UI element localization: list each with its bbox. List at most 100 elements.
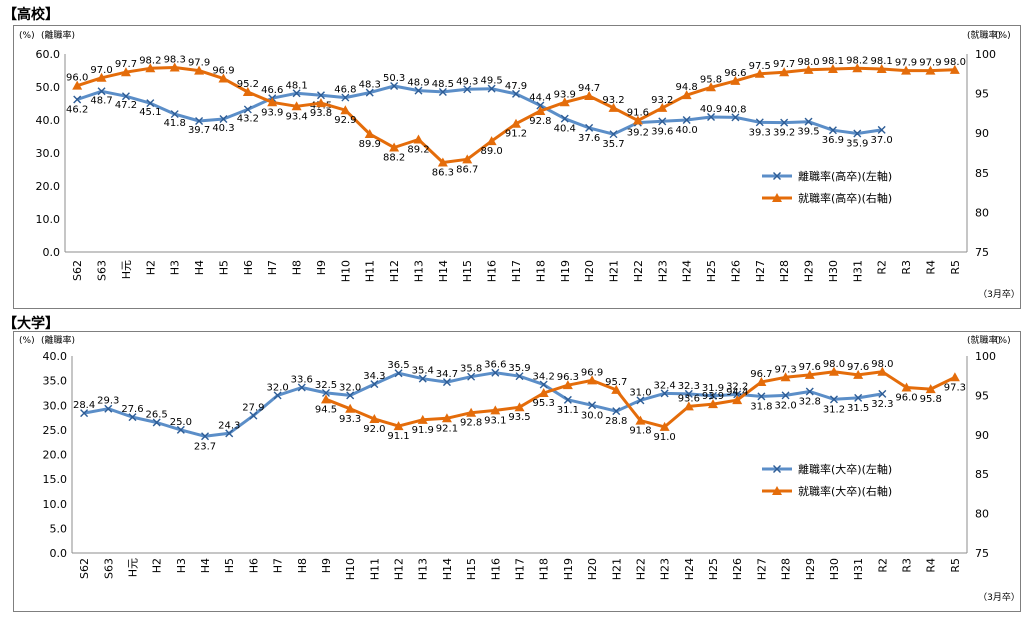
left-axis-tick-label: 60.0 [36, 48, 61, 61]
x-axis-tick-label: H元 [126, 558, 139, 577]
right-axis-tick-label: 80 [975, 206, 989, 219]
legend-marker [772, 193, 782, 202]
legend-employment-rate: 就職率(高卒)(右軸) [762, 191, 892, 205]
right-axis-tick-label: 100 [975, 350, 996, 363]
employment-rate-data-label: 93.9 [261, 107, 283, 118]
separation-rate-data-label: 31.2 [823, 404, 845, 415]
employment-rate-point [853, 369, 864, 379]
employment-rate-data-label: 93.3 [339, 414, 361, 425]
employment-rate-point [635, 415, 646, 425]
employment-rate-data-label: 97.7 [115, 59, 137, 70]
employment-rate-point [901, 65, 912, 75]
separation-rate-data-label: 39.5 [797, 127, 819, 138]
separation-rate-data-label: 47.2 [115, 100, 137, 111]
separation-rate-data-label: 23.7 [194, 441, 216, 452]
employment-rate-data-label: 86.7 [456, 164, 478, 175]
separation-rate-point [104, 404, 113, 413]
x-axis-tick-label: H13 [412, 260, 425, 282]
employment-rate-data-label: 88.2 [383, 152, 405, 163]
separation-rate-data-label: 32.0 [774, 400, 796, 411]
x-axis-tick-label: H24 [683, 558, 696, 580]
x-axis-tick-label: S62 [71, 260, 84, 281]
x-axis-tick-label: H21 [610, 558, 623, 580]
chart-panel-high-school: 0.0 10.0 20.0 30.0 40.0 50.0 60.0 75 80 85 90 95 100… [13, 25, 1021, 309]
separation-rate-data-label: 39.2 [627, 128, 649, 139]
employment-rate-point [780, 372, 791, 382]
separation-rate-point [341, 93, 350, 102]
separation-rate-point [80, 409, 89, 418]
separation-rate-point [805, 387, 814, 396]
employment-rate-data-label: 96.7 [750, 369, 772, 380]
employment-rate-data-label: 96.9 [212, 66, 234, 77]
x-axis-tick-label: H6 [242, 260, 255, 275]
employment-rate-point [437, 157, 448, 167]
x-axis-tick-label: H20 [583, 260, 596, 282]
separation-rate-data-label: 43.2 [237, 113, 259, 124]
x-axis-tick-label: H25 [705, 260, 718, 282]
separation-rate-point [560, 114, 569, 123]
separation-rate-data-label: 31.1 [557, 405, 579, 416]
employment-rate-point [194, 65, 205, 75]
x-axis-tick-label: H22 [634, 558, 647, 580]
separation-rate-point [828, 126, 837, 135]
right-axis-tick-label: 75 [975, 547, 989, 560]
employment-rate-data-label: 89.2 [407, 145, 429, 156]
separation-rate-point [146, 99, 155, 108]
separation-rate-data-label: 27.6 [121, 404, 143, 415]
separation-rate-data-label: 46.2 [66, 105, 88, 116]
x-axis-tick-label: H25 [707, 558, 720, 580]
employment-rate-point [538, 388, 549, 398]
x-axis-tick-label: H30 [828, 558, 841, 580]
x-axis-tick-label: H8 [291, 260, 304, 275]
employment-rate-point [901, 382, 912, 392]
employment-rate-data-label: 91.9 [412, 425, 434, 436]
employment-rate-point [756, 377, 767, 387]
separation-rate-data-label: 39.7 [188, 125, 210, 136]
employment-rate-data-label: 93.9 [702, 391, 724, 402]
employment-rate-data-label: 96.0 [895, 393, 917, 404]
x-axis-tick-label: H10 [344, 558, 357, 580]
separation-rate-point [757, 392, 766, 401]
separation-rate-data-label: 30.0 [581, 410, 603, 421]
employment-rate-data-label: 95.2 [237, 79, 259, 90]
separation-rate-point [585, 123, 594, 132]
separation-rate-point [170, 110, 179, 119]
chart-university: 0.0 5.0 10.0 15.0 20.0 25.0 30.0 35.0 40.0 75 80 85… [19, 334, 1020, 603]
right-axis-unit: (%) [995, 336, 1011, 346]
employment-rate-data-label: 92.8 [460, 418, 482, 429]
separation-rate-data-label: 49.3 [456, 76, 478, 87]
legend-label: 就職率(高卒)(右軸) [798, 191, 892, 205]
employment-rate-data-label: 97.5 [749, 61, 771, 72]
employment-rate-data-label: 92.8 [529, 116, 551, 127]
x-axis-tick-label: R3 [900, 260, 913, 275]
left-axis-tick-label: 30.0 [36, 147, 61, 160]
employment-rate-data-label: 94.7 [578, 83, 600, 94]
separation-rate-data-label: 36.6 [484, 360, 506, 371]
separation-rate-line [83, 371, 883, 438]
employment-rate-data-label: 91.0 [654, 432, 676, 443]
separation-rate-point [707, 113, 716, 122]
separation-rate-point [225, 429, 234, 438]
separation-rate-point [854, 393, 863, 402]
legend-marker [772, 486, 782, 495]
employment-rate-data-label: 93.1 [484, 415, 506, 426]
separation-rate-data-label: 45.1 [139, 107, 161, 118]
x-axis-tick-label: H4 [199, 558, 212, 573]
separation-rate-point [684, 389, 693, 398]
separation-rate-point [297, 383, 306, 392]
employment-rate-data-label: 98.3 [164, 54, 186, 65]
employment-rate-data-label: 98.2 [846, 55, 868, 66]
separation-rate-point [660, 389, 669, 398]
separation-rate-point [612, 407, 621, 416]
right-axis-tick-label: 95 [975, 389, 989, 402]
separation-rate-point [97, 87, 106, 96]
employment-rate-point [315, 98, 326, 108]
separation-rate-data-label: 32.4 [654, 380, 676, 391]
left-axis-tick-label: 10.0 [43, 498, 68, 511]
right-axis-tick-label: 85 [975, 167, 989, 180]
employment-rate-point [441, 413, 452, 423]
separation-rate-data-label: 40.8 [724, 104, 746, 115]
employment-rate-point [514, 402, 525, 412]
separation-rate-point [563, 395, 572, 404]
separation-rate-data-label: 35.4 [412, 366, 434, 377]
